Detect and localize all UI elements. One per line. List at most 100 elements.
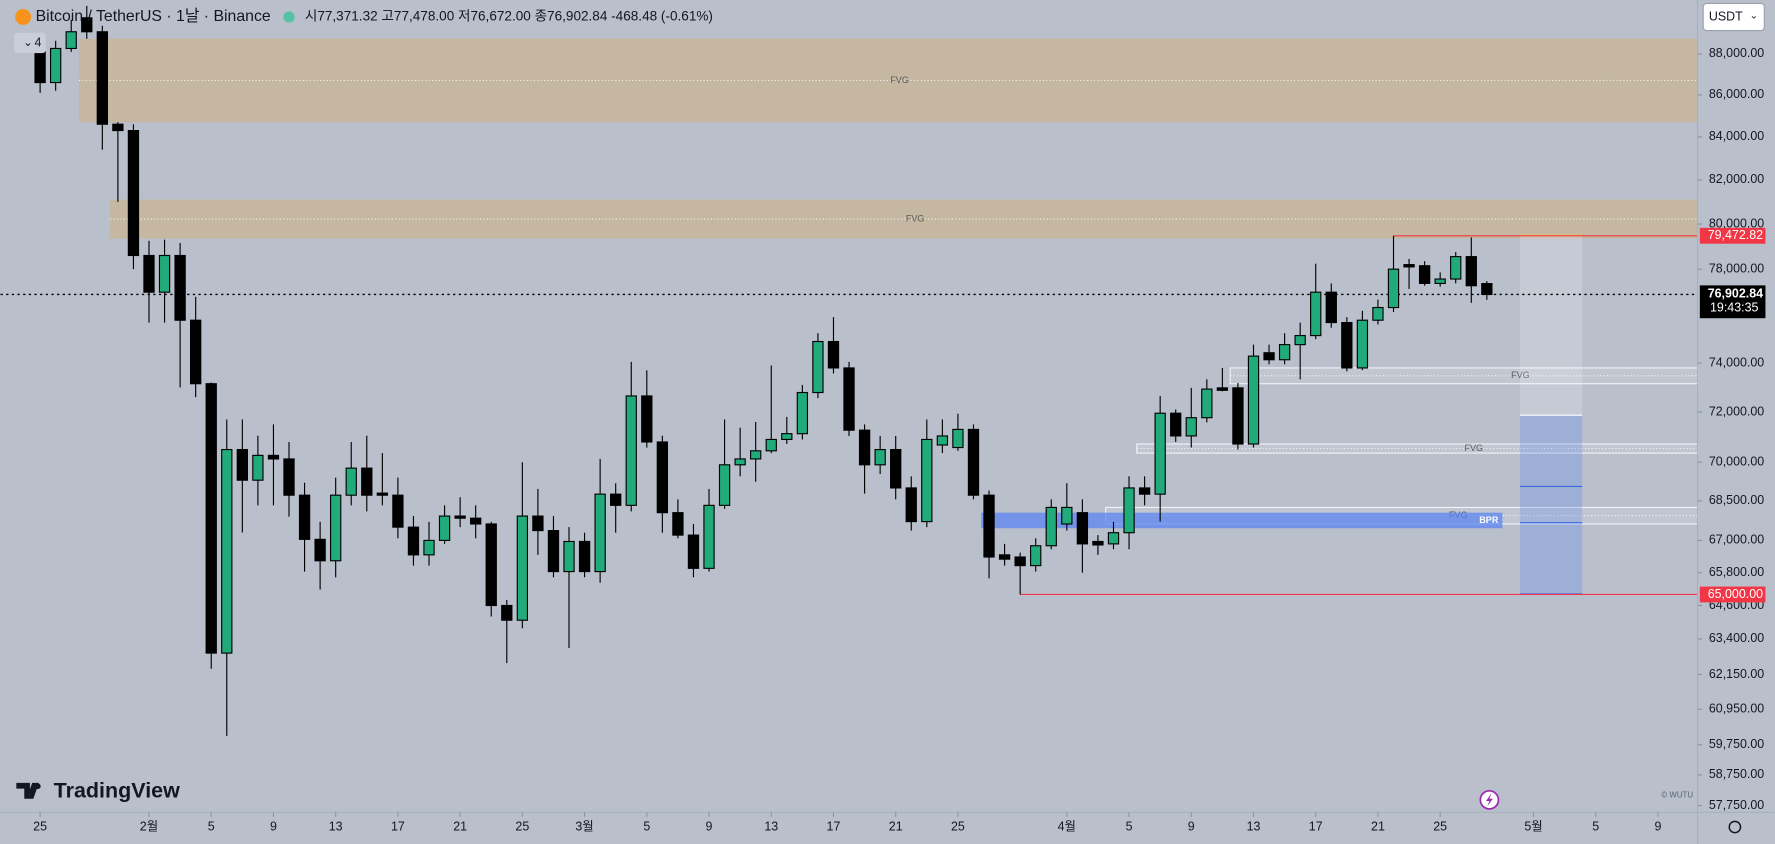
candle-body: [1450, 256, 1462, 280]
y-tick-label: 74,000.00: [1709, 355, 1764, 369]
candle-body: [236, 448, 248, 481]
candle-body: [1030, 545, 1042, 567]
y-tick-label: 84,000.00: [1709, 129, 1764, 143]
logo: TradingView: [54, 779, 180, 803]
candle-body: [858, 429, 871, 466]
y-tick-label: 68,500.00: [1709, 493, 1764, 507]
candle-body: [998, 554, 1011, 560]
candle-body: [1123, 487, 1135, 534]
zone-label: FVG: [1464, 443, 1483, 453]
candle-body: [50, 47, 62, 84]
candle-body: [1061, 506, 1073, 525]
candle-body: [1138, 487, 1151, 495]
x-tick-label: 9: [270, 819, 277, 833]
candle-body: [656, 441, 669, 514]
currency: USDT: [1709, 9, 1743, 23]
x-tick-label: 2월: [140, 819, 158, 833]
level-tag: [1699, 586, 1766, 603]
x-tick-label: 17: [1309, 819, 1323, 833]
candle-body: [827, 340, 840, 369]
candle-body: [314, 538, 326, 562]
y-tick-label: 57,750.00: [1709, 798, 1764, 812]
axis: 88,000.00 86,000.00 84,000.00 82,000.00 80,0…: [33, 46, 1766, 833]
candle-body: [65, 31, 77, 50]
settings-icon[interactable]: [1728, 820, 1742, 834]
badge-chevron: ⌄: [23, 37, 32, 49]
candle-body: [921, 438, 933, 523]
zone-label: FVG: [1511, 370, 1530, 380]
candle-body: [905, 487, 917, 523]
candle-body: [1310, 291, 1322, 337]
y-tick-label: 78,000.00: [1709, 261, 1764, 275]
logo-mark: [35, 783, 41, 790]
candle-body: [734, 458, 746, 466]
candle-body: [1045, 506, 1057, 547]
candle-body: [563, 540, 575, 573]
status-dot: [283, 11, 295, 23]
y-tick-label: 58,750.00: [1709, 767, 1764, 781]
candle-body: [594, 493, 606, 573]
position-loss: [1519, 415, 1583, 594]
x-tick-label: 25: [515, 819, 529, 833]
candle-body: [158, 254, 171, 293]
candle-body: [983, 494, 995, 558]
zone: [981, 512, 1503, 529]
logo-mark: [16, 782, 39, 799]
x-tick-label: 5: [643, 819, 650, 833]
x-tick-label: 5월: [1524, 819, 1542, 833]
candle-body: [267, 454, 280, 460]
candle-body: [221, 448, 233, 654]
candle-body: [936, 435, 949, 446]
zone-label: FVG: [906, 213, 925, 223]
candle-body: [485, 523, 497, 607]
candle-body: [190, 319, 202, 385]
last-price-tag: [1699, 285, 1766, 319]
x-tick-label: 21: [453, 819, 467, 833]
x-tick-label: 25: [1433, 819, 1447, 833]
zone-label: BPR: [1479, 515, 1499, 525]
candle-body: [1372, 306, 1384, 321]
candle-body: [1465, 256, 1477, 287]
candle-body: [516, 515, 529, 621]
candle-body: [1154, 412, 1166, 495]
candle-body: [765, 438, 777, 452]
candle-body: [890, 448, 902, 489]
candle-body: [952, 428, 964, 449]
candle-body: [687, 534, 700, 569]
alert-bolt: [1485, 793, 1493, 807]
candle-body: [1014, 556, 1026, 567]
candle-body: [127, 130, 140, 257]
candle-body: [1294, 335, 1306, 346]
x-tick-label: 9: [1655, 819, 1662, 833]
candle-body: [703, 504, 715, 569]
candle-body: [345, 467, 357, 496]
watermark: © WUTU: [1661, 790, 1693, 799]
candle-body: [1232, 387, 1244, 445]
currency-chevron: ⌄: [1750, 11, 1759, 22]
x-tick-label: 9: [706, 819, 713, 833]
badge[interactable]: [14, 32, 46, 54]
position-tool: [1519, 234, 1583, 595]
level-tag-label: 65,000.00: [1708, 587, 1763, 601]
candle-body: [1076, 512, 1089, 545]
x-tick-label: 13: [764, 819, 778, 833]
candle-body: [843, 367, 855, 431]
candle-body: [532, 515, 544, 532]
candle-body: [423, 539, 435, 556]
x-tick-label: 4월: [1058, 819, 1076, 833]
level-tag-label: 79,472.82: [1708, 228, 1763, 242]
candle-body: [361, 467, 373, 496]
candle-body: [641, 395, 653, 443]
plot: [0, 5, 1698, 736]
y-tick-label: 82,000.00: [1709, 172, 1764, 186]
x-tick-label: 13: [329, 819, 343, 833]
candle-body: [1216, 387, 1229, 391]
x-tick-label: 25: [951, 819, 965, 833]
candle-body: [1356, 319, 1369, 369]
candle-body: [1263, 352, 1275, 361]
y-tick-label: 60,950.00: [1709, 702, 1764, 716]
x-tick-label: 25: [33, 819, 47, 833]
x-tick-label: 9: [1188, 819, 1195, 833]
currency-select[interactable]: [1702, 2, 1765, 32]
